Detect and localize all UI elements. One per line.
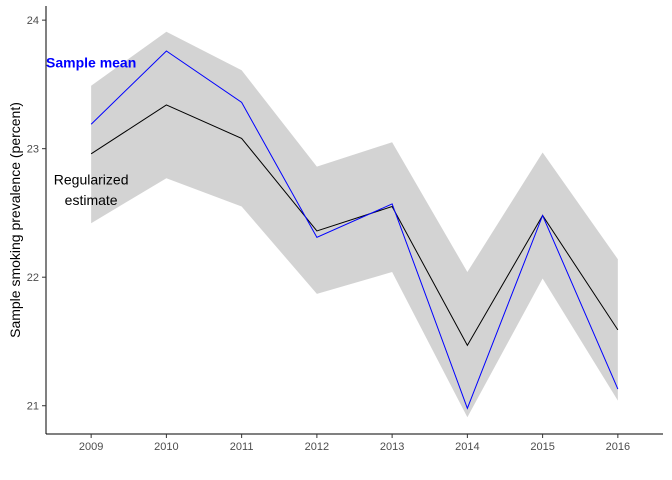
annotations: Sample mean Regularized estimate: [46, 55, 136, 209]
x-tick-label: 2015: [530, 441, 554, 453]
y-tick-label: 23: [27, 144, 39, 156]
series-line-regularized-estimate: [90, 104, 619, 347]
y-tick-label: 22: [27, 272, 39, 284]
annotation-label: Sample mean: [46, 55, 136, 71]
x-tick-label: 2012: [305, 441, 329, 453]
annotation-label: estimate: [65, 192, 118, 208]
axes: [45, 6, 663, 435]
annotation-label: Regularized: [54, 172, 129, 188]
confidence-band: [91, 31, 618, 418]
x-tick-label: 2011: [230, 441, 254, 453]
confidence-band-layer: [91, 31, 618, 418]
series-lines-layer: [90, 50, 619, 410]
y-axis-title: Sample smoking prevalence (percent): [7, 102, 23, 338]
ticks: 2009 2010 2011 2012 2013 2014 2015 2016 21 22 23 24: [27, 15, 630, 453]
x-tick-label: 2009: [79, 441, 103, 453]
x-tick-label: 2016: [606, 441, 630, 453]
series-line-sample-mean: [90, 50, 619, 410]
x-tick-label: 2013: [380, 441, 404, 453]
y-tick-label: 24: [27, 15, 39, 27]
x-tick-label: 2014: [455, 441, 479, 453]
y-tick-label: 21: [27, 401, 39, 413]
x-tick-label: 2010: [154, 441, 178, 453]
